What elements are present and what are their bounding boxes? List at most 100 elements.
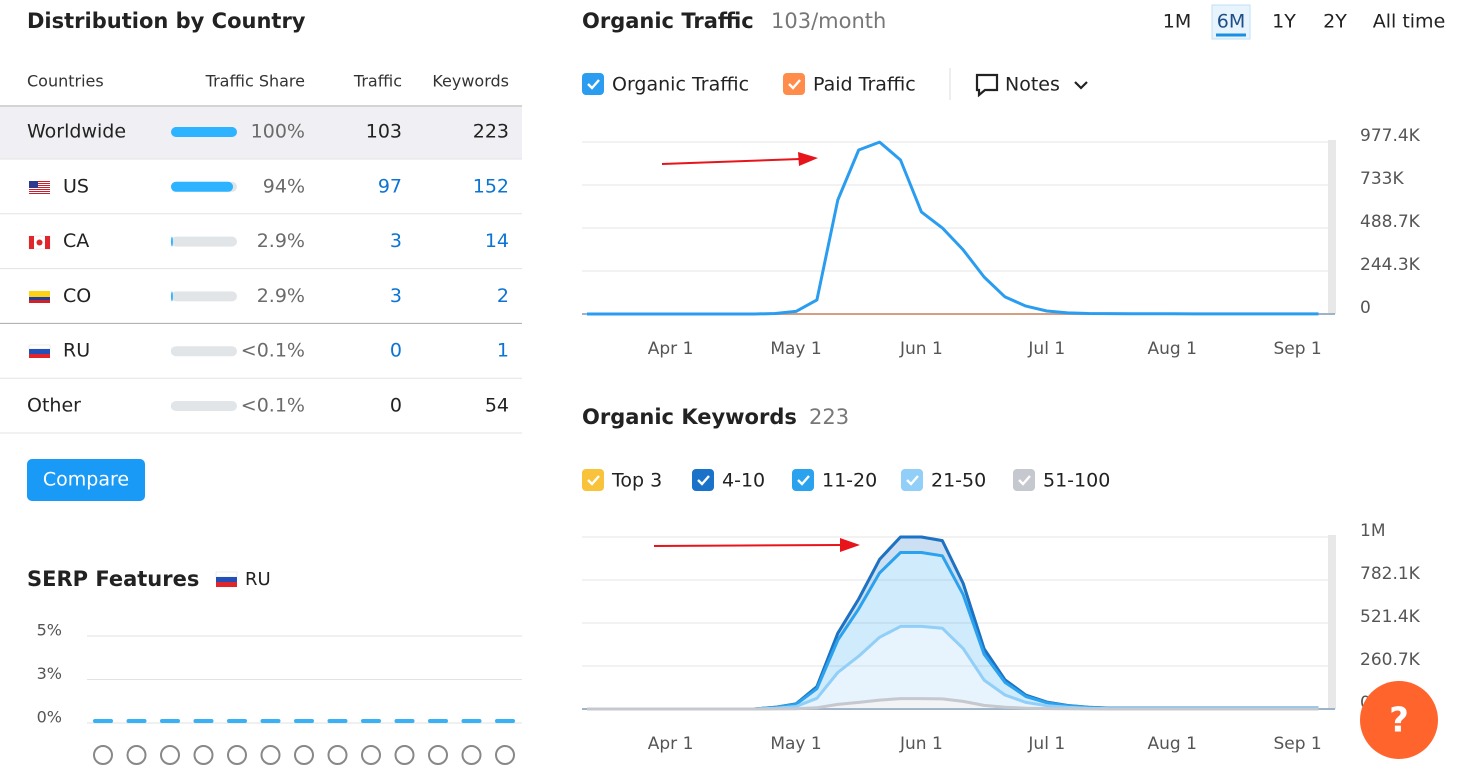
panel-title: Organic Keywords — [582, 405, 797, 429]
flag-stripe — [29, 193, 50, 194]
scroll-edge — [1328, 535, 1336, 709]
bar — [394, 719, 415, 723]
y-tick-label: 260.7K — [1360, 650, 1421, 670]
notes-icon[interactable] — [975, 73, 999, 98]
x-tick-label: Sep 1 — [1273, 734, 1321, 754]
share-label: 94% — [263, 175, 305, 197]
marks: Countries Traffic Share Traffic Keywords Wor… — [0, 4, 1446, 765]
legend-label[interactable]: 4-10 — [722, 470, 765, 492]
flag — [28, 235, 51, 250]
traffic-value[interactable]: 0 — [390, 340, 402, 362]
checkmark[interactable] — [697, 475, 710, 486]
checkmark[interactable] — [587, 475, 600, 486]
checkbox[interactable] — [792, 469, 814, 491]
country-name: CO — [63, 285, 91, 307]
share-track — [171, 291, 237, 302]
feature-icon — [394, 745, 415, 765]
column-header: Keywords — [432, 72, 509, 91]
scroll-edge — [1328, 140, 1336, 314]
flag — [28, 344, 51, 358]
traffic-value[interactable]: 3 — [390, 285, 402, 307]
period-option[interactable]: 2Y — [1323, 11, 1347, 33]
checkbox[interactable] — [1013, 469, 1035, 491]
flag-canton — [29, 181, 38, 188]
flag-band — [28, 344, 51, 350]
traffic-value: 103 — [366, 121, 402, 143]
flag — [29, 291, 50, 303]
legend-label[interactable]: 51-100 — [1043, 470, 1110, 492]
annotation-arrow — [653, 538, 860, 552]
compare-button[interactable] — [27, 459, 145, 501]
series-line — [587, 697, 1319, 711]
keywords-value[interactable]: 152 — [473, 175, 509, 197]
x-tick-label: May 1 — [770, 339, 821, 359]
keywords-value[interactable]: 1 — [497, 340, 509, 362]
column-header: Traffic — [353, 72, 402, 91]
share-bar — [171, 127, 237, 137]
checkmark[interactable] — [1018, 475, 1031, 486]
share-bar — [171, 236, 173, 247]
feature-icon — [160, 745, 180, 765]
legend-label[interactable]: Organic Traffic — [612, 74, 749, 96]
series-area — [587, 552, 1319, 709]
flag-band — [45, 236, 50, 249]
y-tick-label: 0 — [1360, 298, 1371, 318]
y-tick-label: 0% — [37, 708, 62, 727]
y-tick-label: 733K — [1360, 169, 1404, 189]
keywords-value: 223 — [473, 121, 509, 143]
bar — [227, 719, 247, 723]
x-tick-label: Jun 1 — [899, 734, 943, 754]
legend-label[interactable]: Paid Traffic — [813, 74, 916, 96]
bar — [294, 719, 314, 723]
legend-label[interactable]: 11-20 — [822, 470, 877, 492]
period-option[interactable]: 1M — [1163, 11, 1191, 33]
feature-icon — [260, 745, 281, 765]
legend-label[interactable]: 21-50 — [931, 470, 986, 492]
compare-label[interactable]: Compare — [43, 469, 129, 491]
country-name: RU — [63, 340, 90, 362]
series-area — [587, 537, 1319, 709]
checkmark[interactable] — [906, 475, 919, 486]
share-bar — [171, 181, 234, 192]
checkmark[interactable] — [587, 79, 600, 90]
feature-icon — [495, 745, 515, 765]
legend-label[interactable]: Top 3 — [611, 470, 662, 492]
period-option[interactable]: 1Y — [1272, 11, 1296, 33]
help-button[interactable] — [1360, 681, 1438, 759]
checkbox[interactable] — [582, 469, 604, 491]
flag-stripe — [29, 181, 50, 182]
panel-title: Distribution by Country — [27, 9, 306, 33]
x-tick-label: May 1 — [770, 734, 821, 754]
notes-label[interactable]: Notes — [1005, 74, 1060, 96]
feature-icon — [461, 745, 482, 765]
chevron[interactable] — [1074, 81, 1088, 90]
bar — [93, 719, 113, 723]
keywords-value[interactable]: 2 — [497, 285, 509, 307]
checkmark[interactable] — [797, 475, 810, 486]
period-option[interactable]: 6M — [1217, 11, 1245, 33]
checkbox[interactable] — [582, 73, 604, 95]
checkbox[interactable] — [692, 469, 714, 491]
keywords-value[interactable]: 14 — [485, 230, 509, 252]
flag — [29, 181, 50, 194]
panel-subtitle: 223 — [809, 405, 849, 429]
y-tick-label: 782.1K — [1360, 564, 1421, 584]
share-label: <0.1% — [241, 395, 305, 417]
help-label[interactable]: ? — [1389, 701, 1409, 741]
period-option[interactable]: All time — [1373, 11, 1446, 33]
checkbox[interactable] — [783, 73, 805, 95]
feature-icon — [93, 745, 113, 765]
checkmark[interactable] — [788, 79, 801, 90]
x-tick-label: Jun 1 — [899, 339, 943, 359]
panel-subtitle: 103/month — [771, 9, 886, 33]
flag-band — [29, 236, 34, 249]
traffic-value[interactable]: 97 — [378, 175, 402, 197]
checkbox[interactable] — [901, 469, 923, 491]
traffic-value[interactable]: 3 — [390, 230, 402, 252]
feature-icon — [327, 745, 348, 765]
bar — [361, 719, 381, 723]
flag-stripe — [29, 191, 50, 192]
country-name: US — [63, 175, 89, 197]
country-name: CA — [63, 230, 89, 252]
